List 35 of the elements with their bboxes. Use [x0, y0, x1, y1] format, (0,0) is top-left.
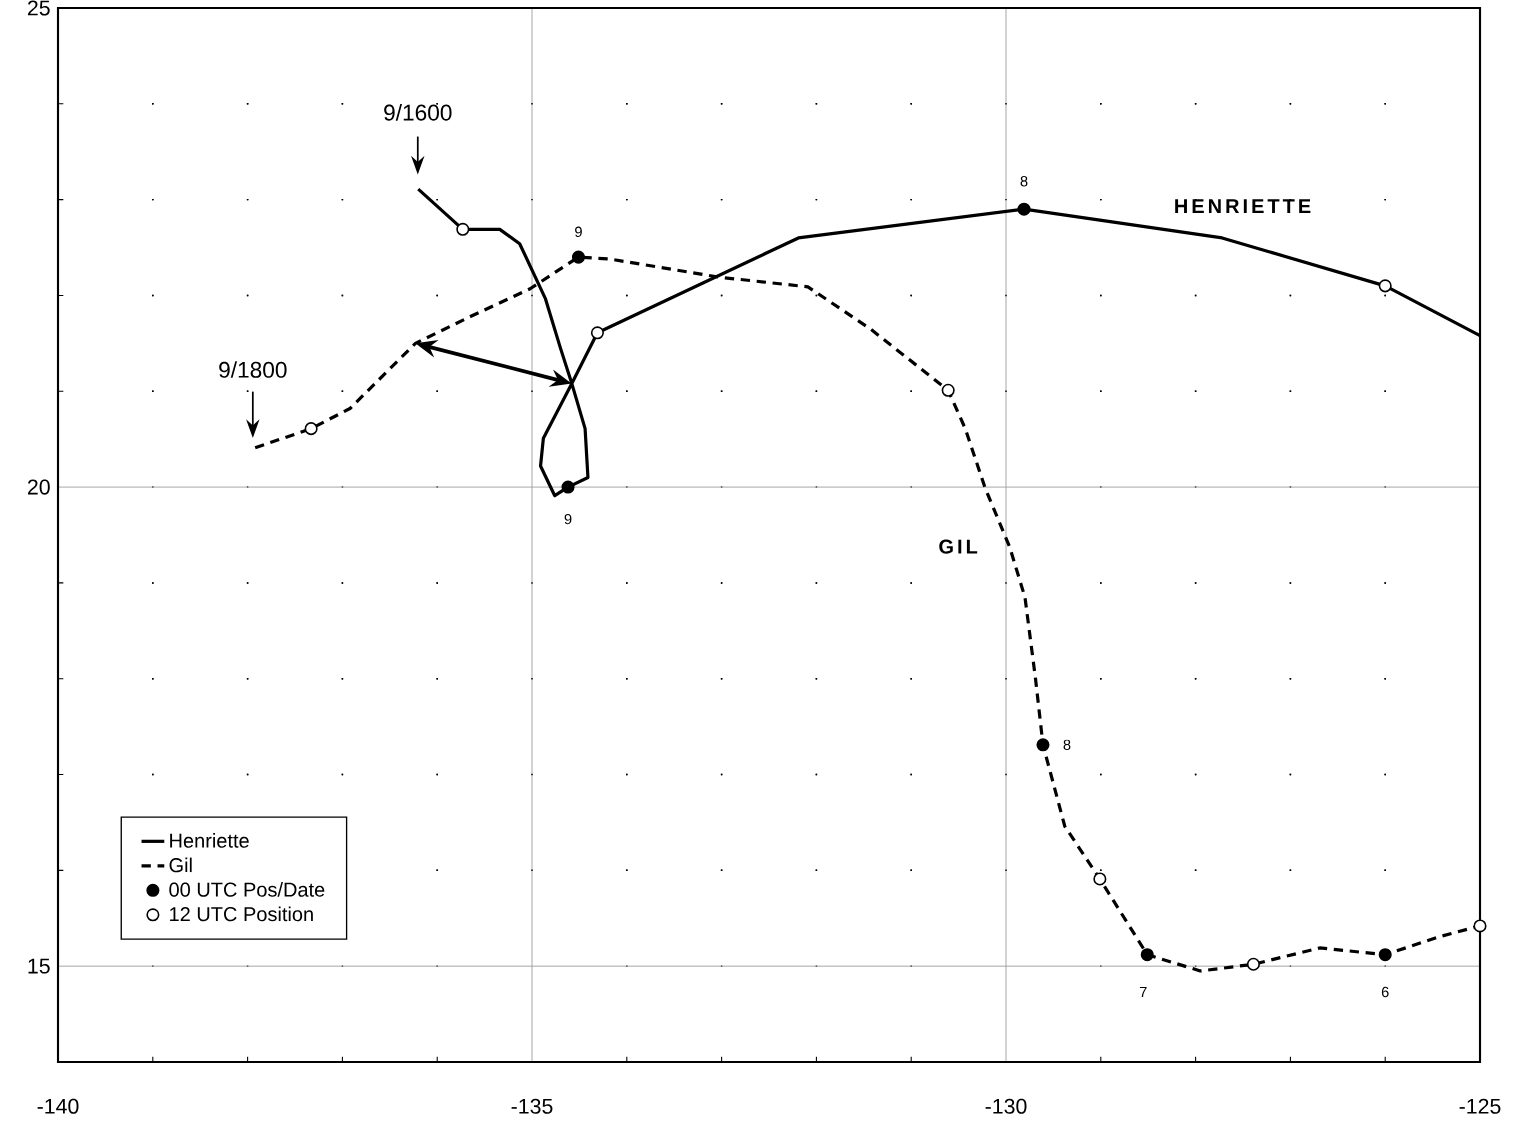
- annotation: 9: [564, 513, 572, 525]
- y-tick-label: 15: [28, 958, 50, 974]
- x-tick-label: -135: [511, 1098, 553, 1114]
- x-tick-label: -125: [1459, 1098, 1501, 1114]
- point: [304, 422, 318, 436]
- point: [1378, 948, 1392, 962]
- point: [590, 326, 604, 340]
- x-tick-label: -140: [37, 1098, 79, 1114]
- point: [1017, 202, 1031, 216]
- legend-label: Gil: [169, 857, 192, 873]
- point: [561, 480, 575, 494]
- y-tick-label: 25: [27, 0, 50, 16]
- annotation: 8: [1063, 739, 1071, 751]
- x-tick-label: -130: [985, 1098, 1027, 1114]
- point: [1473, 919, 1487, 933]
- annotation: 8: [1020, 176, 1028, 187]
- annotation: 7: [1139, 986, 1147, 998]
- point: [1140, 948, 1154, 962]
- annotation: GIL: [939, 539, 978, 554]
- annotation: 6: [1381, 986, 1389, 998]
- annotation: 9/1600: [384, 104, 452, 121]
- legend-label: 00 UTC Pos/Date: [169, 882, 325, 897]
- point: [1093, 872, 1107, 886]
- point: [941, 383, 955, 397]
- point: [1246, 957, 1260, 971]
- legend-label: 12 UTC Position: [170, 906, 313, 922]
- point: [571, 250, 585, 264]
- annotation: HENRIETTE: [1175, 199, 1311, 214]
- y-tick-label: 20: [27, 479, 50, 495]
- point: [1378, 279, 1392, 293]
- annotation: 9: [575, 226, 582, 237]
- legend-label: Henriette: [170, 833, 249, 848]
- point: [1036, 738, 1050, 752]
- annotation: 9/1800: [219, 361, 287, 378]
- point: [456, 222, 470, 236]
